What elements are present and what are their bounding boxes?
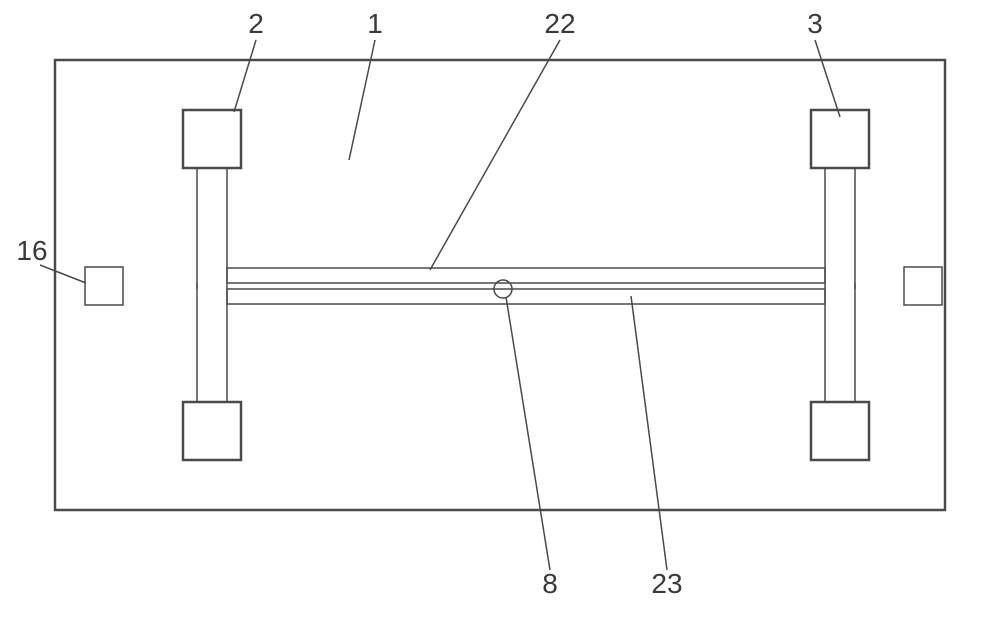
callout-line-8 (506, 297, 550, 570)
callout-label-16: 16 (16, 235, 47, 266)
callout-label-1: 1 (367, 8, 383, 39)
vertical-bar-right (825, 168, 855, 402)
callout-line-23 (631, 296, 667, 570)
callout-label-2: 2 (248, 8, 264, 39)
callout-line-2 (234, 40, 256, 112)
callout-label-23: 23 (651, 568, 682, 599)
callout-label-8: 8 (542, 568, 558, 599)
corner-square-top_left (183, 110, 241, 168)
callout-line-16 (40, 265, 86, 283)
callout-label-3: 3 (807, 8, 823, 39)
vertical-bar-left (197, 168, 227, 402)
callout-line-3 (815, 40, 840, 117)
corner-square-bottom_left (183, 402, 241, 460)
callout-label-22: 22 (544, 8, 575, 39)
callout-line-22 (430, 40, 560, 270)
horizontal-bar-top (227, 268, 825, 283)
side-square-side_right (904, 267, 942, 305)
horizontal-bar-bottom (227, 289, 825, 304)
side-square-side_left (85, 267, 123, 305)
corner-square-bottom_right (811, 402, 869, 460)
corner-square-top_right (811, 110, 869, 168)
callout-line-1 (349, 40, 375, 160)
